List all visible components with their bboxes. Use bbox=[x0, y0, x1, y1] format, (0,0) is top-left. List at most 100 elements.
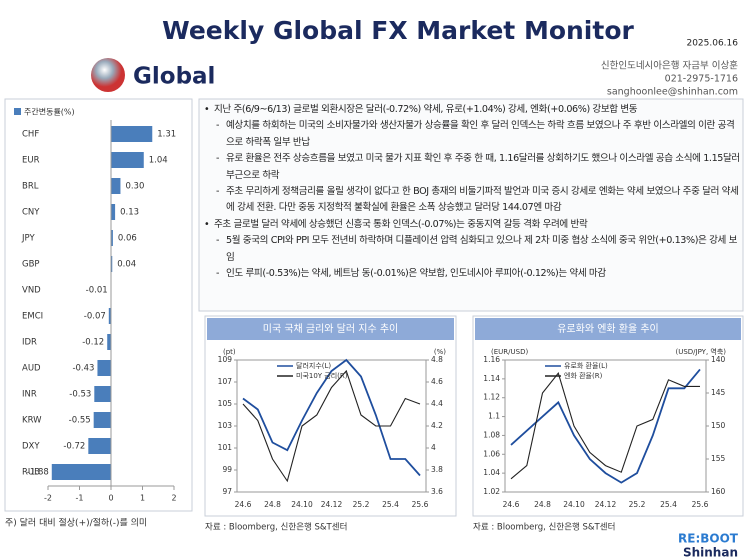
globe-logo bbox=[91, 58, 125, 92]
category-label: IDR bbox=[22, 338, 37, 348]
x-tick-label: 1 bbox=[140, 494, 145, 503]
category-label: EMCI bbox=[22, 312, 43, 322]
y-tick-label: 99 bbox=[222, 465, 232, 474]
phone: 021-2975-1716 bbox=[665, 74, 738, 85]
value-label: -1.88 bbox=[27, 468, 49, 478]
category-label: KRW bbox=[22, 416, 42, 426]
bullet: 주초 글로벌 달러 약세에 상승했던 신흥국 통화 인덱스(-0.07%)는 중… bbox=[204, 217, 740, 234]
sub-bullet: 유로 환율은 전주 상승흐름을 보였고 미국 물가 지표 확인 후 주중 한 때… bbox=[204, 151, 740, 184]
y-tick-label: 103 bbox=[218, 421, 233, 430]
y2-tick-label: 4.8 bbox=[431, 355, 443, 364]
x-tick-label: 24.10 bbox=[291, 500, 313, 509]
legend-label: 달러지수(L) bbox=[296, 361, 331, 370]
x-tick-label: 24.12 bbox=[595, 500, 617, 509]
y-tick-label: 97 bbox=[222, 487, 232, 496]
x-tick-label: -1 bbox=[76, 494, 84, 503]
legend-label: 유로화 환율(L) bbox=[564, 361, 608, 370]
y2-tick-label: 4.2 bbox=[431, 421, 443, 430]
y-tick-label: 1.12 bbox=[483, 393, 500, 402]
y2-tick-label: 145 bbox=[711, 388, 726, 397]
category-label: CNY bbox=[22, 208, 40, 218]
chart-panel bbox=[472, 315, 744, 517]
bar bbox=[111, 256, 113, 272]
category-label: VND bbox=[22, 286, 41, 296]
category-label: INR bbox=[22, 390, 37, 400]
note: 주) 달러 대비 절상(+)/절하(-)를 의미 bbox=[5, 517, 147, 529]
y-tick-label: 1.02 bbox=[483, 487, 500, 496]
legend-label: 미국10Y 금리(R) bbox=[296, 371, 348, 380]
category-label: AUD bbox=[22, 364, 41, 374]
y2-tick-label: 140 bbox=[711, 355, 726, 364]
sub-bullet: 주초 무리하게 정책금리를 올릴 생각이 없다고 한 BOJ 총재의 비둘기파적… bbox=[204, 184, 740, 217]
y2-tick-label: 4.4 bbox=[431, 399, 443, 408]
value-label: 0.13 bbox=[120, 208, 139, 218]
sub-bullet: 예상치를 하회하는 미국의 소비자물가와 생산자물가 상승률을 확인 후 달러 … bbox=[204, 118, 740, 151]
bar bbox=[111, 204, 116, 220]
bar bbox=[111, 178, 121, 194]
source: 자료 : Bloomberg, 신한은행 S&T센터 bbox=[473, 522, 615, 533]
bar bbox=[111, 230, 113, 246]
x-tick-label: -2 bbox=[44, 494, 52, 503]
value-label: 1.04 bbox=[149, 156, 168, 166]
x-tick-label: 25.4 bbox=[660, 500, 677, 509]
y-tick-label: 1.04 bbox=[483, 468, 500, 477]
x-tick-label: 25.6 bbox=[412, 500, 429, 509]
y2-tick-label: 150 bbox=[711, 421, 726, 430]
brand: RE:BOOT bbox=[678, 532, 739, 546]
date: 2025.06.16 bbox=[686, 39, 738, 49]
value-label: -0.01 bbox=[86, 286, 108, 296]
x-tick-label: 0 bbox=[108, 494, 113, 503]
value-label: -0.55 bbox=[69, 416, 91, 426]
series-line bbox=[510, 368, 701, 484]
value-label: 1.31 bbox=[157, 130, 176, 140]
y2-tick-label: 4.6 bbox=[431, 377, 443, 386]
x-tick-label: 24.6 bbox=[235, 500, 252, 509]
y2-tick-label: 3.8 bbox=[431, 465, 443, 474]
series-line bbox=[242, 369, 421, 483]
y-tick-label: 107 bbox=[218, 377, 233, 386]
bullet: 지난 주(6/9~6/13) 글로벌 외환시장은 달러(-0.72%) 약세, … bbox=[204, 102, 740, 119]
series-line bbox=[242, 358, 421, 477]
plot-frame bbox=[236, 359, 427, 493]
chart-header bbox=[475, 318, 741, 340]
chart-title: 미국 국채 금리와 달러 지수 추이 bbox=[263, 323, 399, 335]
category-label: DXY bbox=[22, 442, 40, 452]
legend-label: 엔화 환율(R) bbox=[564, 371, 603, 380]
value-label: -0.07 bbox=[84, 312, 106, 322]
bullets: 지난 주(6/9~6/13) 글로벌 외환시장은 달러(-0.72%) 약세, … bbox=[204, 102, 740, 283]
y-axis-label: (pt) bbox=[223, 348, 236, 356]
y-tick-label: 1.1 bbox=[488, 412, 500, 421]
y2-tick-label: 155 bbox=[711, 454, 726, 463]
category-label: GBP bbox=[22, 260, 40, 270]
y-tick-label: 1.16 bbox=[483, 355, 500, 364]
bar-panel bbox=[4, 98, 193, 512]
x-tick-label: 24.8 bbox=[264, 500, 281, 509]
y-tick-label: 105 bbox=[218, 399, 233, 408]
email: sanghoonlee@shinhan.com bbox=[607, 87, 738, 98]
x-tick-label: 24.10 bbox=[563, 500, 585, 509]
value-label: -0.72 bbox=[63, 442, 85, 452]
y2-axis-label: (%) bbox=[434, 348, 446, 356]
y-tick-label: 1.08 bbox=[483, 430, 500, 439]
value-label: -0.12 bbox=[82, 338, 104, 348]
x-tick-label: 25.2 bbox=[353, 500, 370, 509]
category-label: RUB bbox=[22, 468, 40, 478]
value-label: -0.53 bbox=[69, 390, 91, 400]
y-tick-label: 101 bbox=[218, 443, 233, 452]
value-label: 0.30 bbox=[125, 182, 144, 192]
bar bbox=[97, 360, 111, 376]
title: Weekly Global FX Market Monitor bbox=[162, 16, 634, 45]
chart-title: 유로화와 엔화 환율 추이 bbox=[557, 323, 659, 335]
y2-axis-label: (USD/JPY, 역축) bbox=[675, 347, 726, 356]
bar bbox=[93, 412, 111, 428]
y2-tick-label: 3.6 bbox=[431, 487, 443, 496]
legend-swatch bbox=[14, 108, 21, 115]
sub-bullet: 인도 루피(-0.53%)는 약세, 베트남 동(-0.01%)은 약보합, 인… bbox=[204, 266, 740, 283]
y-tick-label: 1.06 bbox=[483, 449, 500, 458]
category-label: BRL bbox=[22, 182, 39, 192]
y-tick-label: 109 bbox=[218, 355, 233, 364]
source: 자료 : Bloomberg, 신한은행 S&T센터 bbox=[205, 522, 347, 533]
bar bbox=[111, 152, 144, 168]
bar bbox=[51, 464, 111, 480]
